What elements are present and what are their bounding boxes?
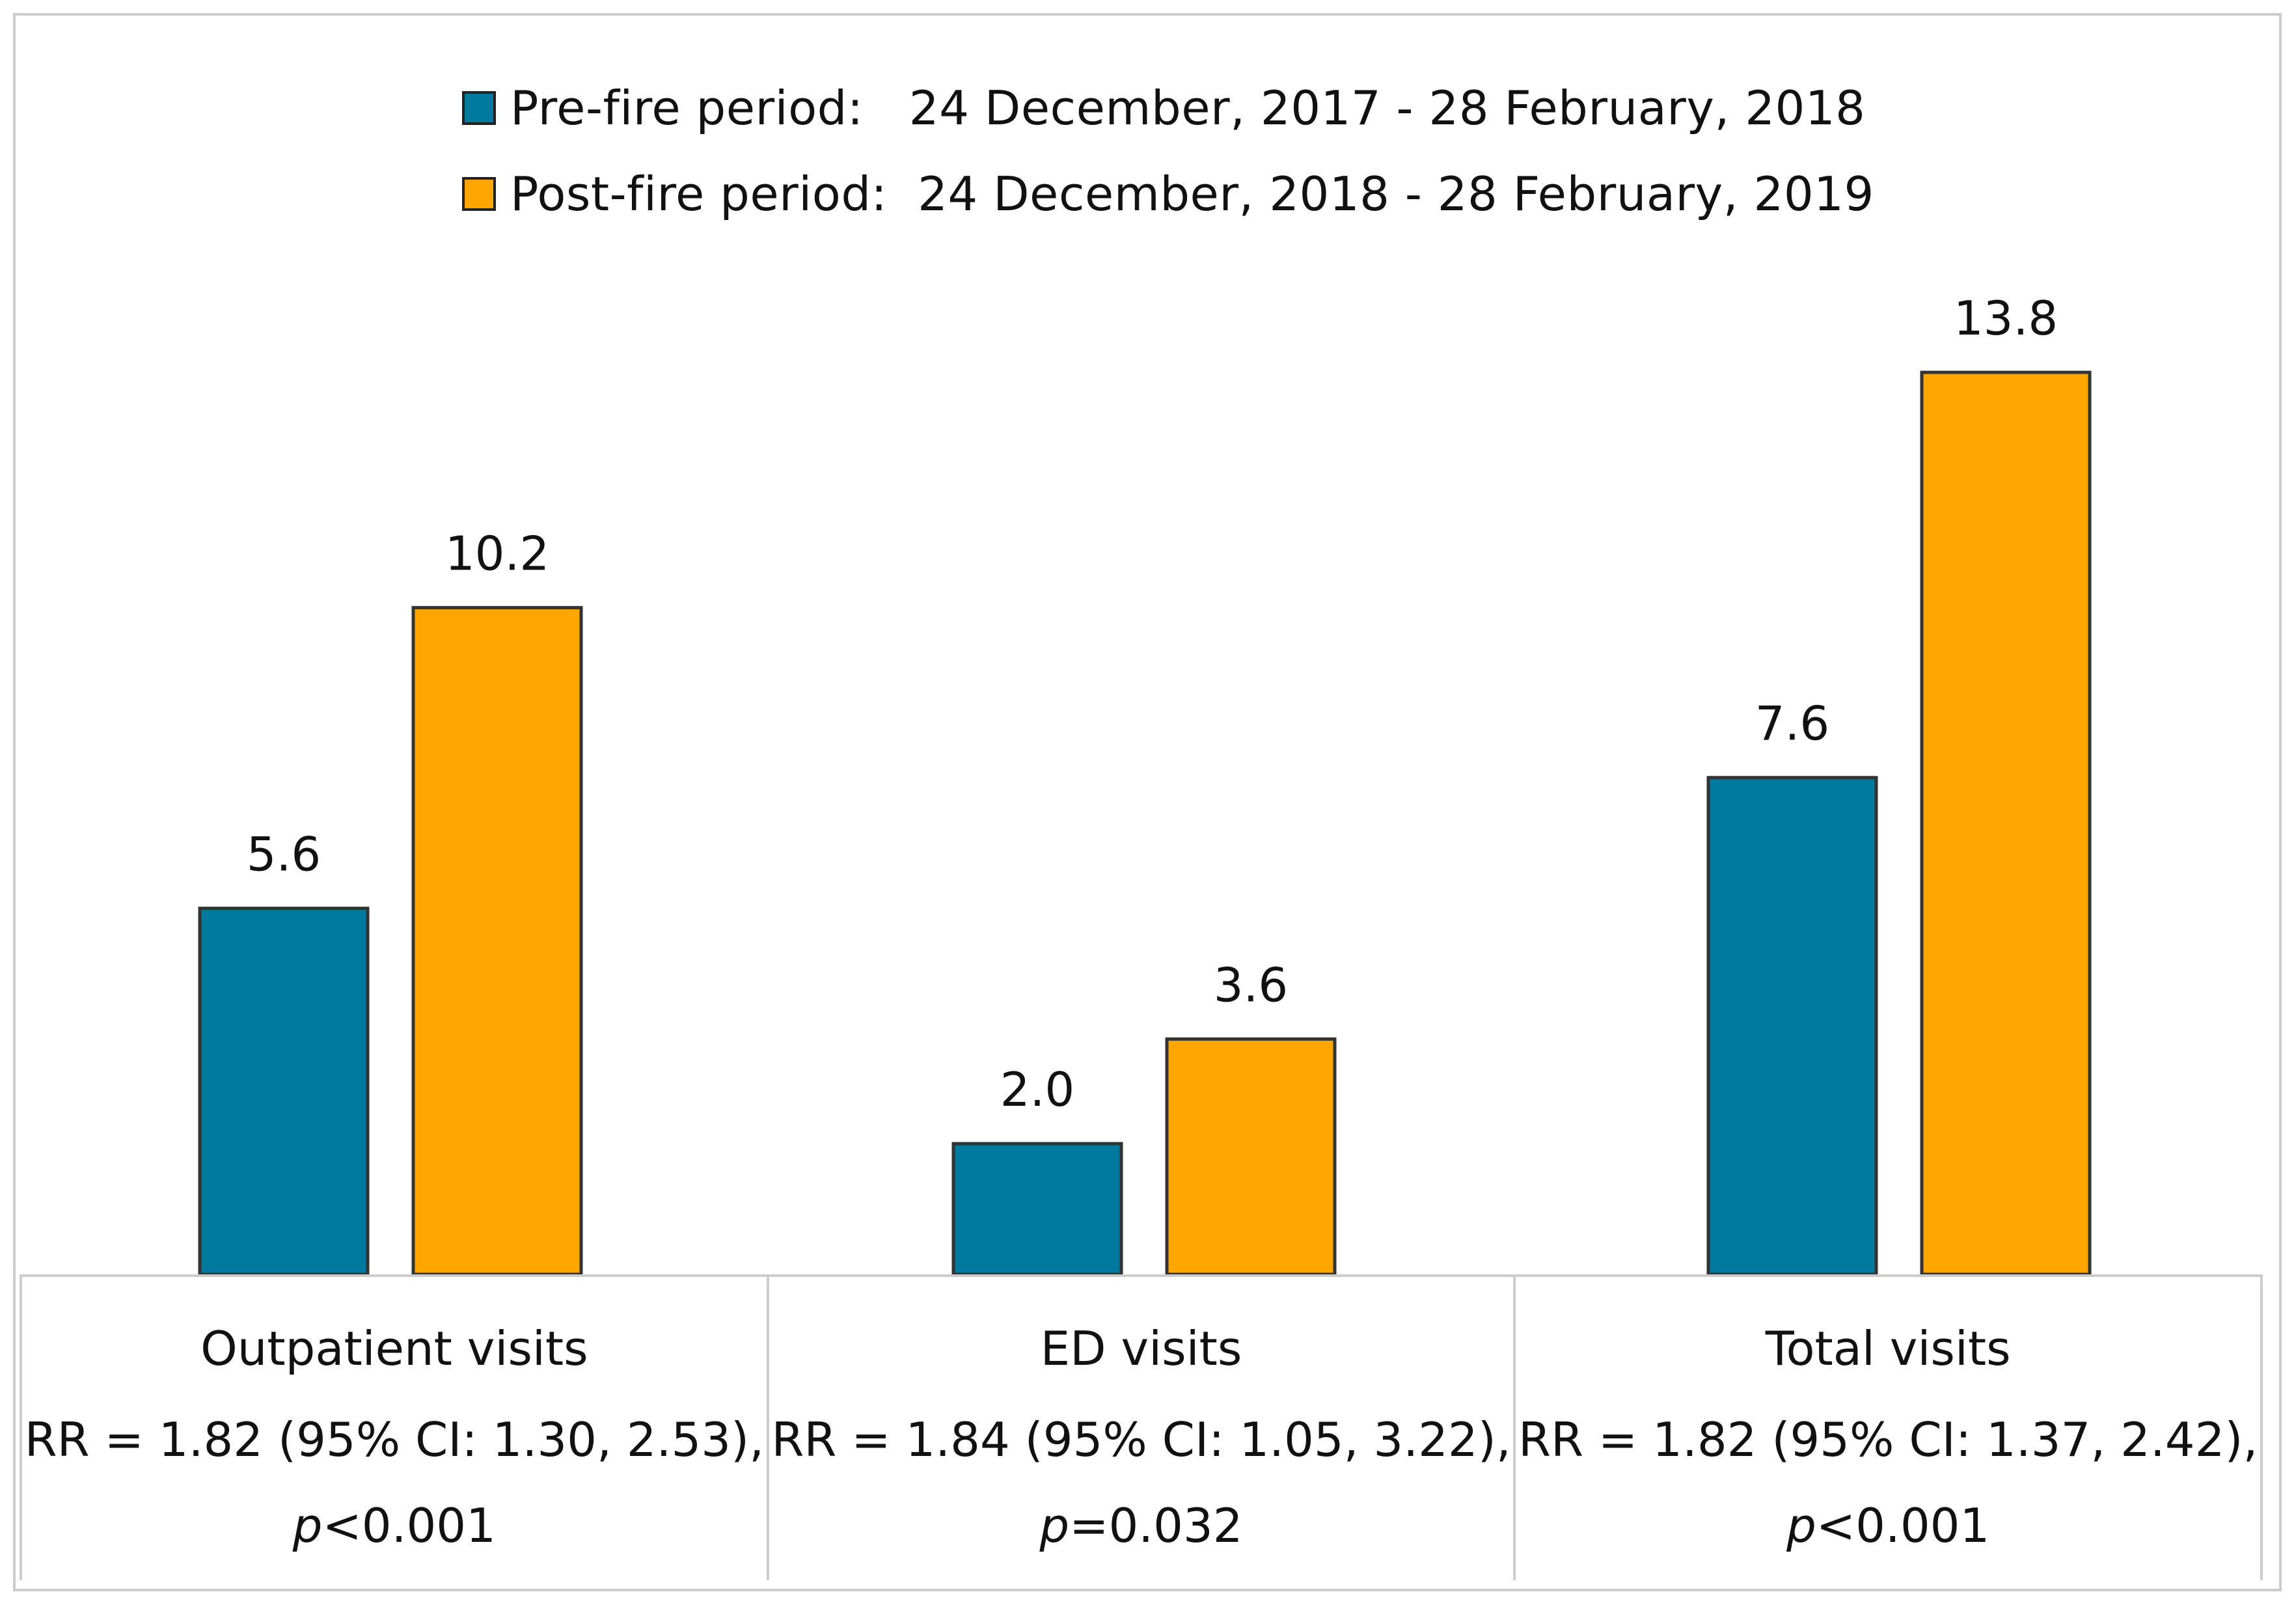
bar-outpatient-post-fire — [411, 606, 583, 1276]
rr-annotation-ed: RR = 1.84 (95% CI: 1.05, 3.22), — [771, 1412, 1511, 1467]
data-label-total-pre-fire: 7.6 — [1755, 696, 1830, 751]
data-label-ed-post-fire: 3.6 — [1214, 957, 1289, 1012]
legend-item-pre-fire: Pre-fire period: 24 December, 2017 - 28 … — [462, 65, 1874, 151]
rr-annotation-total: RR = 1.82 (95% CI: 1.37, 2.42), — [1518, 1412, 2258, 1467]
category-label-total: Total visits — [1765, 1321, 2011, 1376]
p-value: <0.001 — [1816, 1498, 1990, 1553]
legend: Pre-fire period: 24 December, 2017 - 28 … — [462, 65, 1874, 237]
table-cell-ed: ED visits RR = 1.84 (95% CI: 1.05, 3.22)… — [766, 1277, 1514, 1580]
bar-ed-pre-fire — [951, 1142, 1123, 1276]
category-table: Outpatient visits RR = 1.82 (95% CI: 1.3… — [20, 1274, 2263, 1580]
rr-annotation-outpatient: RR = 1.82 (95% CI: 1.30, 2.53), — [24, 1412, 765, 1467]
data-label-ed-pre-fire: 2.0 — [1000, 1062, 1075, 1117]
p-symbol: p — [1039, 1498, 1070, 1553]
table-cell-outpatient: Outpatient visits RR = 1.82 (95% CI: 1.3… — [20, 1277, 767, 1580]
bar-total-post-fire — [1920, 370, 2092, 1276]
p-value: =0.032 — [1069, 1498, 1243, 1553]
table-cell-total: Total visits RR = 1.82 (95% CI: 1.37, 2.… — [1513, 1277, 2263, 1580]
bar-ed-post-fire — [1165, 1037, 1337, 1276]
category-label-outpatient: Outpatient visits — [200, 1321, 588, 1376]
data-label-total-post-fire: 13.8 — [1954, 291, 2058, 346]
category-label-ed: ED visits — [1040, 1321, 1242, 1376]
legend-label-pre-fire: Pre-fire period: 24 December, 2017 - 28 … — [510, 81, 1866, 135]
p-symbol: p — [1786, 1498, 1816, 1553]
p-annotation-total: p<0.001 — [1516, 1498, 2260, 1553]
legend-swatch-post-fire — [462, 177, 496, 211]
bar-total-pre-fire — [1706, 776, 1878, 1276]
p-value: <0.001 — [322, 1498, 496, 1553]
legend-item-post-fire: Post-fire period: 24 December, 2018 - 28… — [462, 151, 1874, 237]
legend-swatch-pre-fire — [462, 91, 496, 125]
p-annotation-ed: p=0.032 — [769, 1498, 1514, 1553]
legend-label-post-fire: Post-fire period: 24 December, 2018 - 28… — [510, 167, 1874, 221]
p-symbol: p — [292, 1498, 323, 1553]
data-label-outpatient-post-fire: 10.2 — [445, 527, 549, 581]
data-label-outpatient-pre-fire: 5.6 — [247, 827, 321, 882]
bar-outpatient-pre-fire — [198, 907, 370, 1276]
p-annotation-outpatient: p<0.001 — [22, 1498, 767, 1553]
chart-frame — [13, 13, 2282, 1591]
